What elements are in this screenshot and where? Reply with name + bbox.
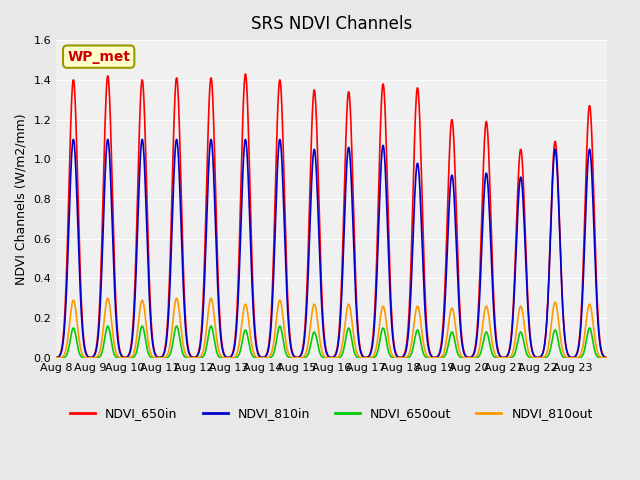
- Title: SRS NDVI Channels: SRS NDVI Channels: [251, 15, 412, 33]
- Y-axis label: NDVI Channels (W/m2/mm): NDVI Channels (W/m2/mm): [15, 113, 28, 285]
- Text: WP_met: WP_met: [67, 49, 130, 64]
- Legend: NDVI_650in, NDVI_810in, NDVI_650out, NDVI_810out: NDVI_650in, NDVI_810in, NDVI_650out, NDV…: [65, 402, 598, 425]
